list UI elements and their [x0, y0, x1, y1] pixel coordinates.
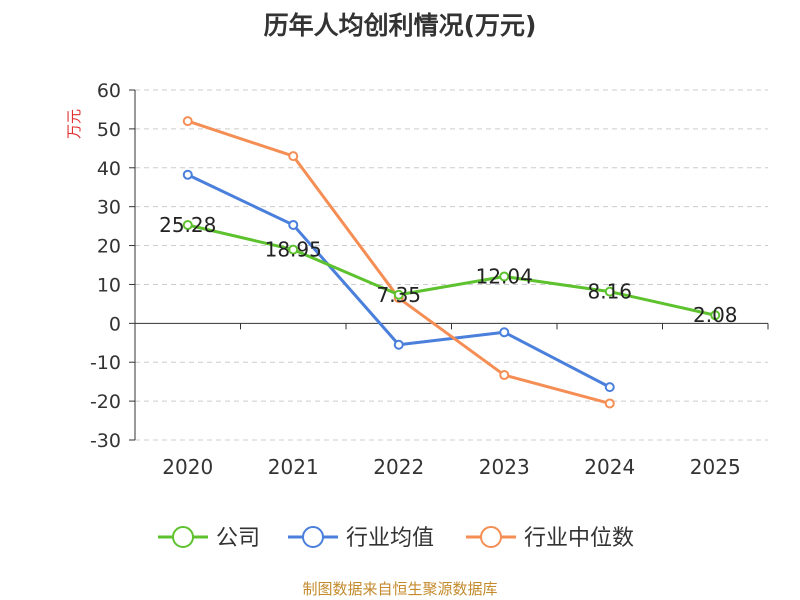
y-tick-label: 60	[97, 80, 121, 102]
chart-title: 历年人均创利情况(万元)	[263, 11, 537, 40]
data-label: 2.08	[693, 303, 738, 327]
data-point	[288, 219, 299, 230]
legend-label: 行业中位数	[524, 526, 634, 551]
y-tick-label: 50	[97, 119, 121, 141]
data-point	[604, 382, 615, 393]
legend-item: 行业均值	[288, 526, 434, 551]
data-point	[499, 271, 510, 282]
series-lines	[182, 116, 721, 409]
data-point	[604, 286, 615, 297]
series-line	[187, 119, 611, 405]
data-label: 12.04	[476, 265, 533, 289]
legend-marker	[480, 526, 502, 548]
legend-marker	[172, 526, 194, 548]
data-point	[604, 398, 615, 409]
grid-lines	[135, 89, 768, 441]
data-labels: 25.28 18.95 7.35 12.04 8.16 2.08	[159, 213, 737, 327]
data-point	[393, 339, 404, 350]
data-point	[393, 289, 404, 300]
y-axis-title: 万元	[65, 109, 83, 139]
x-tick-label: 2024	[584, 455, 635, 479]
data-point	[182, 116, 193, 127]
y-tick-label: -10	[90, 352, 121, 374]
x-tick-label: 2022	[373, 455, 424, 479]
source-footer: 制图数据来自恒生聚源数据库	[302, 580, 498, 598]
y-tick-label: 0	[109, 313, 121, 335]
legend-item: 公司	[158, 526, 260, 551]
legend: 公司 行业均值 行业中位数	[158, 526, 634, 551]
x-tick-label: 2020	[162, 455, 213, 479]
data-point	[182, 220, 193, 231]
legend-marker	[302, 526, 324, 548]
data-point	[710, 310, 721, 321]
data-point	[182, 169, 193, 180]
legend-item: 行业中位数	[466, 526, 634, 551]
y-tick-label: -20	[90, 391, 121, 413]
y-tick-label: -30	[90, 430, 121, 452]
data-point	[499, 327, 510, 338]
y-tick-label: 40	[97, 158, 121, 180]
data-point	[288, 151, 299, 162]
x-tick-label: 2021	[268, 455, 319, 479]
x-tick-label: 2023	[479, 455, 530, 479]
series-line	[187, 223, 716, 317]
legend-label: 行业均值	[346, 526, 434, 551]
y-tick-label: 10	[97, 274, 121, 296]
axes: 60 50 40 30 20 10 0 -10 -20 -30 万元 2020 2021 2022 2023…	[65, 80, 769, 479]
data-point	[499, 370, 510, 381]
y-tick-label: 30	[97, 197, 121, 219]
data-label: 18.95	[265, 238, 322, 262]
data-label: 25.28	[159, 213, 216, 237]
data-label: 8.16	[587, 280, 632, 304]
legend-label: 公司	[216, 526, 260, 551]
data-point	[288, 244, 299, 255]
data-label: 7.35	[376, 283, 421, 307]
x-tick-label: 2025	[690, 455, 741, 479]
y-tick-label: 20	[97, 236, 121, 258]
